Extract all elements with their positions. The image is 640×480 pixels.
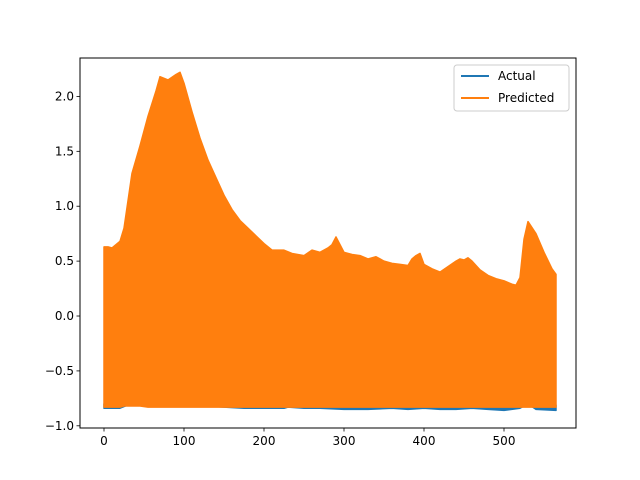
x-tick-label: 200 [253, 434, 276, 448]
y-tick-label: 0.5 [55, 254, 74, 268]
y-tick-label: −0.5 [45, 364, 74, 378]
plot-area [103, 71, 557, 412]
x-tick-label: 0 [100, 434, 108, 448]
y-tick-label: −1.0 [45, 419, 74, 433]
y-tick-label: 0.0 [55, 309, 74, 323]
legend-label-actual: Actual [498, 69, 536, 83]
y-tick-label: 1.5 [55, 144, 74, 158]
y-axis: −1.0 −0.5 0.0 0.5 1.0 1.5 2.0 [45, 89, 80, 433]
legend: Actual Predicted [453, 64, 570, 112]
y-tick-label: 1.0 [55, 199, 74, 213]
series-predicted-band [103, 71, 557, 408]
x-tick-label: 100 [173, 434, 196, 448]
x-tick-label: 500 [493, 434, 516, 448]
legend-label-predicted: Predicted [498, 91, 554, 105]
axes-frame [79, 57, 577, 429]
x-axis: 0 100 200 300 400 500 [100, 428, 515, 448]
x-tick-label: 400 [413, 434, 436, 448]
y-tick-label: 2.0 [55, 89, 74, 103]
x-tick-label: 300 [333, 434, 356, 448]
series-layer [103, 71, 557, 412]
